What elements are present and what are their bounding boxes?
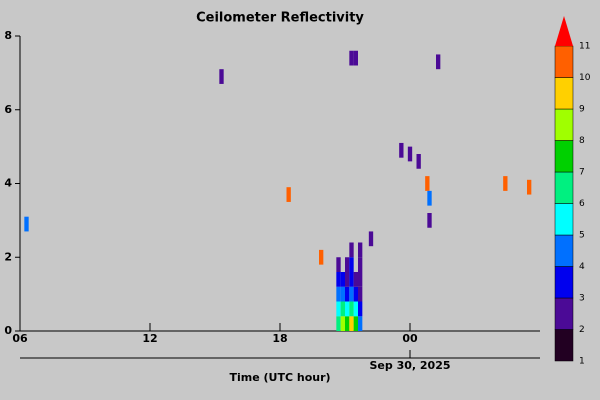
x-tick-label: 00	[402, 332, 418, 345]
date-label: Sep 30, 2025	[369, 359, 450, 372]
reflectivity-cell	[340, 316, 345, 331]
reflectivity-cell	[349, 272, 354, 287]
reflectivity-cell	[349, 301, 354, 317]
reflectivity-cell	[503, 176, 508, 191]
y-tick-label: 8	[4, 29, 12, 42]
reflectivity-cell	[336, 257, 341, 272]
reflectivity-cell	[358, 286, 363, 302]
reflectivity-cell	[340, 272, 345, 287]
x-tick-label: 12	[142, 332, 157, 345]
reflectivity-cell	[427, 190, 432, 206]
reflectivity-cell	[336, 286, 341, 302]
colorbar-band	[554, 329, 574, 362]
colorbar-band	[554, 140, 574, 173]
reflectivity-cell	[336, 272, 341, 287]
reflectivity-cell	[425, 176, 430, 191]
colorbar-band	[554, 171, 574, 204]
reflectivity-cell	[353, 272, 358, 287]
y-tick-label: 4	[4, 177, 12, 190]
reflectivity-cell	[345, 316, 350, 331]
x-axis-label: Time (UTC hour)	[229, 371, 330, 384]
colorbar-tick-label: 5	[579, 231, 585, 241]
reflectivity-cell	[436, 54, 441, 70]
colorbar-tick-label: 8	[579, 136, 585, 146]
reflectivity-cell	[358, 272, 363, 287]
reflectivity-cell	[353, 50, 358, 66]
reflectivity-cell	[345, 301, 350, 317]
reflectivity-cell	[219, 69, 224, 84]
colorbar-tick-label: 6	[579, 199, 585, 209]
reflectivity-cell	[416, 154, 421, 169]
reflectivity-cell	[349, 50, 354, 66]
y-tick-label: 6	[4, 103, 12, 116]
y-tick-label: 0	[4, 324, 12, 337]
colorbar-tick-label: 1	[579, 357, 585, 367]
reflectivity-cell	[336, 316, 341, 331]
reflectivity-cell	[358, 301, 363, 317]
reflectivity-cell	[353, 286, 358, 302]
reflectivity-cell	[340, 301, 345, 317]
reflectivity-cell	[286, 187, 291, 202]
colorbar-extend	[555, 16, 573, 46]
reflectivity-cell	[353, 316, 358, 331]
reflectivity-cell	[336, 301, 341, 317]
colorbar-band	[554, 234, 574, 267]
reflectivity-cell	[358, 242, 363, 258]
colorbar-tick-label: 4	[579, 262, 585, 272]
reflectivity-cell	[24, 216, 29, 232]
colorbar-band	[554, 45, 574, 78]
colorbar-tick-label: 3	[579, 294, 585, 304]
colorbar-tick-label: 11	[579, 42, 590, 52]
colorbar-tick-label: 10	[579, 73, 591, 83]
reflectivity-cell	[527, 179, 532, 195]
x-tick-label: 18	[272, 332, 287, 345]
colorbar-tick-label: 2	[579, 325, 585, 335]
colorbar-band	[554, 77, 574, 110]
reflectivity-cell	[399, 142, 404, 158]
chart-title: Ceilometer Reflectivity	[196, 11, 364, 26]
reflectivity-cell	[353, 301, 358, 317]
colorbar-band	[554, 297, 574, 330]
colorbar-band	[554, 266, 574, 299]
x-tick-label: 06	[12, 332, 28, 345]
colorbar-tick-label: 9	[579, 105, 585, 115]
reflectivity-cell	[358, 257, 363, 272]
reflectivity-cell	[340, 286, 345, 302]
reflectivity-cell	[349, 242, 354, 258]
colorbar-band	[554, 108, 574, 141]
reflectivity-cell	[345, 257, 350, 272]
reflectivity-cell	[427, 213, 432, 228]
y-tick-label: 2	[4, 250, 12, 263]
reflectivity-cell	[345, 272, 350, 287]
reflectivity-cell	[349, 257, 354, 272]
reflectivity-cell	[349, 286, 354, 302]
reflectivity-cell	[358, 316, 363, 331]
reflectivity-cell	[407, 146, 413, 162]
reflectivity-cell	[368, 231, 374, 247]
reflectivity-cell	[319, 249, 324, 265]
reflectivity-cell	[345, 286, 350, 302]
reflectivity-cell	[349, 316, 354, 331]
colorbar-band	[554, 203, 574, 236]
colorbar-tick-label: 7	[579, 168, 585, 178]
